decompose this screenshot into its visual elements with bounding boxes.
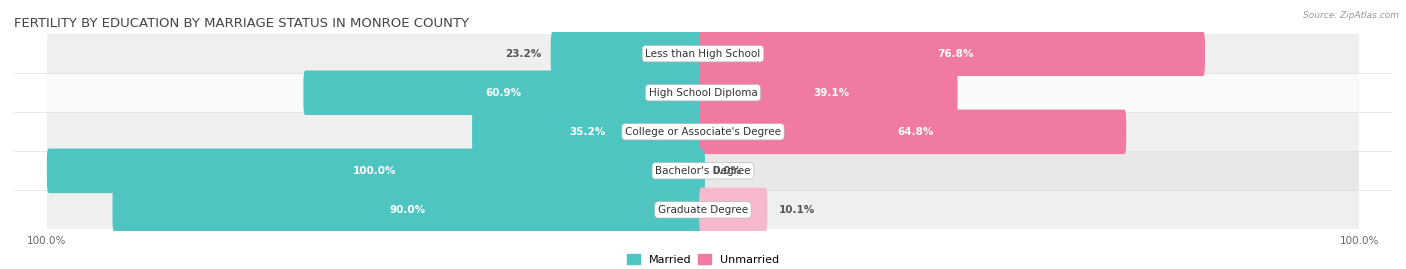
Text: 100.0%: 100.0% bbox=[353, 166, 396, 176]
Text: 60.9%: 60.9% bbox=[485, 88, 522, 98]
Bar bbox=[46, 151, 1360, 190]
Bar bbox=[46, 190, 1360, 229]
FancyBboxPatch shape bbox=[551, 31, 704, 76]
Text: FERTILITY BY EDUCATION BY MARRIAGE STATUS IN MONROE COUNTY: FERTILITY BY EDUCATION BY MARRIAGE STATU… bbox=[14, 17, 470, 30]
Text: Less than High School: Less than High School bbox=[645, 49, 761, 59]
Text: 90.0%: 90.0% bbox=[389, 205, 426, 215]
Text: High School Diploma: High School Diploma bbox=[648, 88, 758, 98]
Text: Graduate Degree: Graduate Degree bbox=[658, 205, 748, 215]
Text: Bachelor's Degree: Bachelor's Degree bbox=[655, 166, 751, 176]
FancyBboxPatch shape bbox=[699, 187, 768, 232]
FancyBboxPatch shape bbox=[699, 31, 1205, 76]
FancyBboxPatch shape bbox=[699, 70, 957, 115]
Text: 39.1%: 39.1% bbox=[813, 88, 849, 98]
FancyBboxPatch shape bbox=[46, 148, 704, 193]
Bar bbox=[46, 34, 1360, 73]
FancyBboxPatch shape bbox=[304, 70, 704, 115]
Text: 35.2%: 35.2% bbox=[569, 127, 606, 137]
FancyBboxPatch shape bbox=[112, 187, 704, 232]
Text: 64.8%: 64.8% bbox=[897, 127, 934, 137]
Bar bbox=[46, 73, 1360, 112]
Bar bbox=[46, 112, 1360, 151]
Text: 76.8%: 76.8% bbox=[936, 49, 973, 59]
Text: 23.2%: 23.2% bbox=[505, 49, 541, 59]
Text: College or Associate's Degree: College or Associate's Degree bbox=[626, 127, 780, 137]
Legend: Married, Unmarried: Married, Unmarried bbox=[621, 250, 785, 269]
FancyBboxPatch shape bbox=[699, 109, 1126, 154]
FancyBboxPatch shape bbox=[472, 109, 704, 154]
Text: 0.0%: 0.0% bbox=[713, 166, 742, 176]
Text: Source: ZipAtlas.com: Source: ZipAtlas.com bbox=[1303, 11, 1399, 20]
Text: 10.1%: 10.1% bbox=[779, 205, 815, 215]
